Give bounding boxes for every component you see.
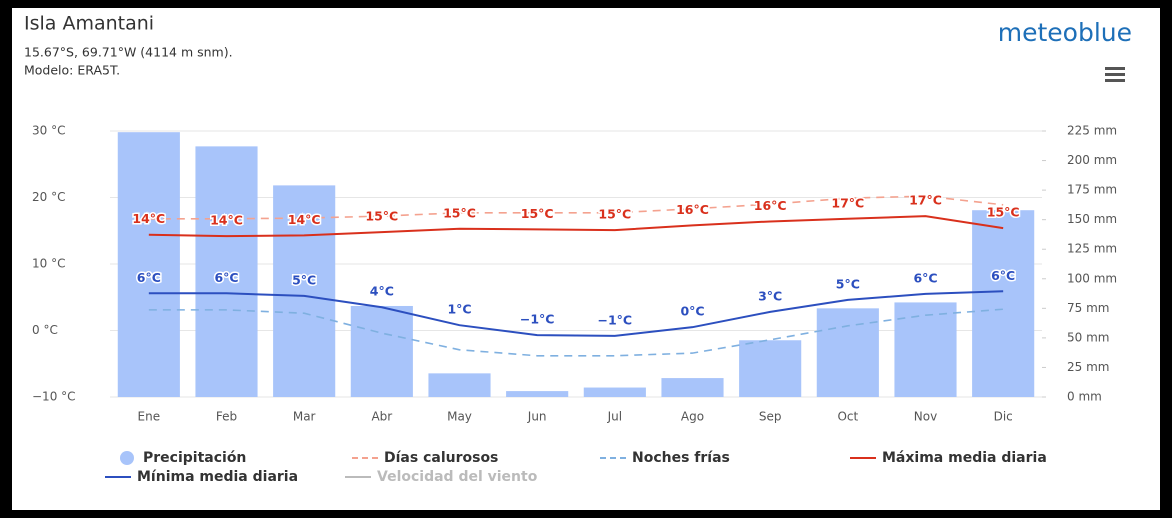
data-label: −1°C [520, 312, 555, 327]
data-label: 17°C [831, 195, 864, 210]
menu-bar [1105, 79, 1125, 82]
data-label: 0°C [680, 304, 704, 319]
data-label: 16°C [754, 198, 787, 213]
x-tick-label: Jul [607, 410, 622, 424]
y-tick-label: 30 °C [32, 124, 65, 138]
precipitation-bar [506, 391, 569, 397]
x-tick-label: Nov [914, 410, 937, 424]
y-tick-label: 10 °C [32, 257, 65, 271]
data-label: 14°C [132, 211, 165, 226]
precipitation-bar [195, 146, 258, 397]
precipitation-bar [661, 378, 724, 397]
data-label: 5°C [292, 272, 316, 287]
y-tick-label: 20 °C [32, 190, 65, 204]
precipitation-bar [816, 308, 879, 397]
y2-tick-label: 25 mm [1067, 360, 1109, 374]
data-label: 6°C [913, 270, 937, 285]
y2-tick-label: 100 mm [1067, 271, 1117, 285]
legend-item: Días calurosos [352, 450, 498, 466]
precipitation-bar [739, 340, 802, 397]
y2-tick-label: 0 mm [1067, 390, 1102, 404]
subtitle: 15.67°S, 69.71°W (4114 m snm). [24, 45, 233, 60]
legend-label: Velocidad del viento [377, 469, 538, 485]
precipitation-bar [428, 373, 491, 397]
legend-label: Mínima media diaria [137, 469, 298, 485]
x-tick-label: Dic [994, 410, 1013, 424]
menu-bar [1105, 67, 1125, 70]
logo: meteoblue [998, 18, 1132, 47]
data-label: 6°C [214, 270, 238, 285]
data-label: 16°C [676, 202, 709, 217]
data-label: 15°C [987, 205, 1020, 220]
chart: Isla Amantani 15.67°S, 69.71°W (4114 m s… [24, 13, 1132, 486]
x-tick-label: Ago [681, 410, 704, 424]
series-line [148, 290, 1004, 337]
y2-tick-label: 75 mm [1067, 301, 1109, 315]
y2-tick-label: 125 mm [1067, 242, 1117, 256]
legend-label: Noches frías [632, 450, 730, 466]
data-label: 6°C [991, 268, 1015, 283]
precipitation-bar [117, 132, 180, 397]
menu-bar [1105, 73, 1125, 76]
legend-marker [120, 451, 134, 465]
y2-tick-label: 150 mm [1067, 212, 1117, 226]
x-tick-label: Oct [837, 410, 858, 424]
y2-tick-label: 200 mm [1067, 153, 1117, 167]
model: Modelo: ERA5T. [24, 63, 120, 78]
data-label: 15°C [365, 209, 398, 224]
x-tick-label: Jun [527, 410, 547, 424]
series-line [148, 215, 1004, 238]
data-label: 6°C [137, 270, 161, 285]
legend-item: Precipitación [120, 450, 246, 466]
legend-item: Máxima media diaria [850, 450, 1047, 466]
legend-label: Días calurosos [384, 450, 498, 466]
legend-item: Noches frías [600, 450, 730, 466]
title: Isla Amantani [24, 13, 154, 35]
x-tick-label: Abr [371, 410, 392, 424]
data-label: 5°C [836, 276, 860, 291]
data-label: 15°C [598, 207, 631, 222]
precipitation-bar [273, 185, 336, 397]
x-tick-label: May [447, 410, 472, 424]
legend-item: Velocidad del viento [345, 469, 538, 485]
x-tick-label: Mar [293, 410, 316, 424]
y2-tick-label: 175 mm [1067, 183, 1117, 197]
legend-item: Mínima media diaria [105, 469, 298, 485]
y2-tick-label: 225 mm [1067, 124, 1117, 138]
x-tick-label: Feb [216, 410, 237, 424]
data-label: 14°C [210, 213, 243, 228]
legend-label: Precipitación [143, 450, 246, 466]
precipitation-bar [972, 210, 1035, 397]
data-label: 4°C [370, 284, 394, 299]
series-line [148, 195, 1004, 220]
menu-icon[interactable] [1105, 67, 1125, 82]
precipitation-bar [583, 387, 646, 397]
data-label: 1°C [447, 302, 471, 317]
data-label: −1°C [598, 312, 633, 327]
data-label: 15°C [443, 205, 476, 220]
x-tick-label: Sep [759, 410, 782, 424]
data-label: 14°C [288, 212, 321, 227]
precipitation-bar [350, 305, 413, 397]
y-tick-label: 0 °C [32, 323, 58, 337]
data-label: 15°C [521, 206, 554, 221]
y-tick-label: −10 °C [32, 390, 76, 404]
series-line [148, 308, 1004, 357]
legend-label: Máxima media diaria [882, 450, 1047, 466]
data-label: 17°C [909, 193, 942, 208]
y2-tick-label: 50 mm [1067, 330, 1109, 344]
x-tick-label: Ene [138, 410, 161, 424]
frame: Isla Amantani 15.67°S, 69.71°W (4114 m s… [12, 8, 1160, 510]
precipitation-bar [894, 302, 957, 397]
data-label: 3°C [758, 288, 782, 303]
